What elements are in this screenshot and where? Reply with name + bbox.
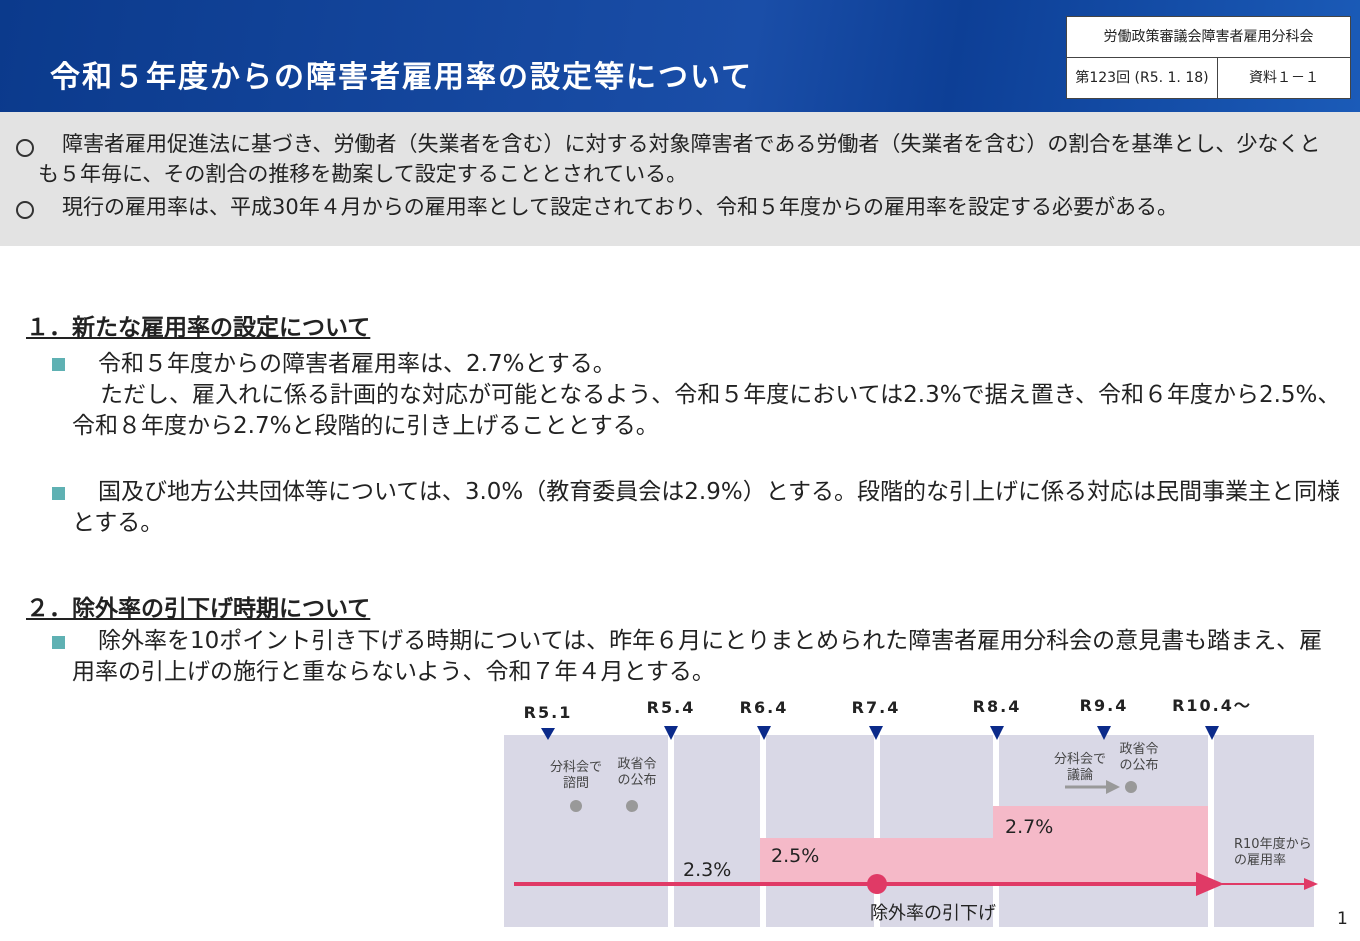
step-2-7 [993,806,1208,839]
event-dot [626,800,638,812]
gray-arrow-head [1106,780,1120,794]
event-label: の公布 [617,773,656,788]
bullet [52,358,65,371]
markers [541,726,1219,740]
event-label: 議論 [1067,767,1093,783]
summary-item: 現行の雇用率は、平成30年４月からの雇用率として設定されており、令和５年度からの… [62,195,1178,219]
rate-label: 2.7% [1005,816,1053,838]
marker [1205,726,1219,740]
red-arrow-head [1196,872,1224,896]
next-rate-label: R10年度から [1234,836,1312,852]
time-point: R8.4 [973,697,1022,716]
item-text: ただし、雇入れに係る計画的な対応が可能となるよう、令和５年度においては2.3%で… [72,382,1341,439]
session: 第123回 (R5. 1. 18) [1067,58,1218,98]
event-dot [570,800,582,812]
event-label: 政省令 [617,757,656,772]
bullet [16,139,34,157]
page-number: 1 [1337,909,1348,929]
thin-arrow-head [1304,878,1318,890]
event-dots [570,781,1137,812]
event-label: の公布 [1119,758,1158,773]
event-label: 分科会で [550,760,602,775]
bullet [52,636,65,649]
bullet [16,201,34,219]
time-point: R5.4 [647,698,696,717]
section-heading: １．新たな雇用率の設定について [26,315,371,341]
summary: 障害者雇用促進法に基づき、労働者（失業者を含む）に対する対象障害者である労働者（… [0,112,1360,246]
exclusion-label: 除外率の引下げ [870,903,996,924]
column [880,735,993,927]
marker [541,728,555,740]
event-label: 政省令 [1119,742,1158,757]
marker [869,726,883,740]
step-2-5 [760,838,1208,884]
item-text: 国及び地方公共団体等については、3.0%（教育委員会は2.9%）とする。段階的な… [72,479,1341,536]
column [504,735,668,927]
event-label: 分科会で [1054,752,1106,767]
rate-label: 2.5% [771,845,819,867]
exclusion-dot [867,874,887,894]
item-text: 令和５年度からの障害者雇用率は、2.7%とする。 [98,351,616,377]
time-point: R5.1 [524,703,573,722]
doc-id: 資料１－１ [1249,70,1319,86]
column [1214,735,1314,927]
meta-box: 労働政策審議会障害者雇用分科会 第123回 (R5. 1. 18) 資料１－１ [1066,16,1351,99]
bullet [52,487,65,500]
event-label: 諮問 [563,775,589,791]
column [766,735,874,927]
event-dot [1125,781,1137,793]
rate-label: 2.3% [683,859,731,881]
time-point: R6.4 [740,698,789,717]
marker [990,726,1004,740]
time-point: R10.4～ [1172,696,1252,715]
section-heading: ２．除外率の引下げ時期について [26,596,371,622]
marker [1097,726,1111,740]
summary-item: 障害者雇用促進法に基づき、労働者（失業者を含む）に対する対象障害者である労働者（… [38,132,1321,186]
item-text: 除外率を10ポイント引き下げる時期については、昨年６月にとりまとめられた障害者雇… [72,628,1323,685]
column [674,735,760,927]
marker [664,726,678,740]
meeting: 労働政策審議会障害者雇用分科会 [1067,17,1350,58]
marker [757,726,771,740]
time-point: R9.4 [1080,696,1129,715]
page-title: 令和５年度からの障害者雇用率の設定等について [50,60,754,95]
next-rate-label: の雇用率 [1234,853,1286,868]
time-point: R7.4 [852,698,901,717]
